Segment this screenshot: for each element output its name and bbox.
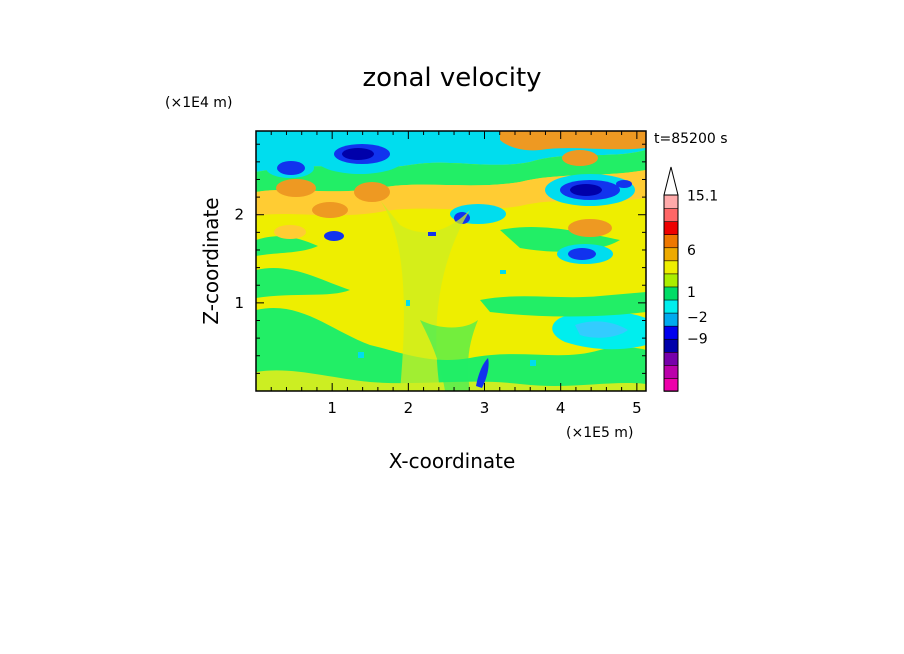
y-tick-label: 2 (234, 206, 244, 224)
contour-streak-green-mid-4 (256, 236, 318, 256)
x-axis-label: X-coordinate (389, 449, 516, 473)
time-label: t=85200 s (654, 131, 728, 147)
contour-band-orange-upper (256, 170, 646, 216)
contour-field (256, 131, 646, 391)
colorbar-label: 15.1 (687, 189, 718, 205)
colorbar-frame (663, 194, 679, 392)
x-tick-label: 1 (327, 399, 337, 417)
contour-cell-blue-2 (277, 161, 305, 175)
plot-frame (255, 130, 647, 392)
colorbar-label: 1 (687, 285, 696, 301)
x-unit-label: (×1E5 m) (566, 425, 633, 441)
colorbar-label: −2 (687, 310, 708, 326)
contour-cell-orange-6 (274, 225, 306, 239)
y-axis-ticks: 12 (234, 143, 646, 374)
colorbar-level (663, 351, 679, 366)
colorbar-level (663, 299, 679, 314)
colorbar-extend-arrow (663, 166, 679, 196)
contour-wedge-lightgreen (380, 200, 470, 391)
contour-speck-4 (530, 360, 536, 366)
colorbar-level (663, 377, 679, 392)
colorbar-level (663, 207, 679, 222)
chart-title: zonal velocity (362, 63, 541, 93)
contour-cell-deepblue-1 (342, 148, 374, 160)
colorbar (663, 166, 679, 392)
colorbar-label: 6 (687, 243, 696, 259)
x-tick-label: 2 (404, 399, 414, 417)
contour-speck-2 (406, 300, 410, 306)
contour-cell-orange-4 (568, 219, 612, 237)
contour-streak-green-mid-3 (480, 292, 646, 317)
colorbar-labels: 15.1 6 1 −2 −9 (687, 189, 718, 348)
contour-cell-orange-5 (562, 150, 598, 166)
colorbar-level (663, 233, 679, 249)
colorbar-level (663, 338, 679, 353)
colorbar-label: −9 (687, 331, 708, 347)
contour-cell-blue-5 (324, 231, 344, 241)
x-tick-label: 5 (632, 399, 642, 417)
contour-cell-orange-1 (276, 179, 316, 197)
x-axis-ticks: 1 2 3 4 5 (270, 131, 642, 417)
contour-cell-orange-2 (354, 182, 390, 202)
contour-speck-3 (500, 270, 506, 274)
x-tick-label: 4 (556, 399, 566, 417)
contour-band-yellow-bottom (256, 370, 646, 391)
y-axis-label: Z-coordinate (199, 197, 223, 324)
colorbar-level (663, 260, 679, 275)
contour-patch-lightcyan-lower (575, 321, 628, 338)
contour-cell-orange-3 (312, 202, 348, 218)
contour-band-green-lower (256, 308, 646, 391)
contour-streak-green-mid-1 (256, 268, 350, 298)
colorbar-level (663, 286, 679, 301)
contour-cell-blue-7 (616, 180, 632, 188)
colorbar-level (663, 273, 679, 288)
contour-wedge-green-center (420, 320, 478, 391)
y-tick-label: 1 (234, 294, 244, 312)
contour-speck-1 (358, 352, 364, 358)
y-unit-label: (×1E4 m) (165, 95, 232, 111)
colorbar-level (663, 325, 679, 340)
colorbar-level (663, 194, 679, 209)
contour-cell-blue-4 (568, 248, 596, 260)
contour-band-orange-top-right (500, 131, 646, 151)
contour-speck-5 (428, 232, 436, 236)
contour-cell-deepblue-2 (570, 184, 602, 196)
colorbar-level (663, 220, 679, 235)
contour-band-green-top (256, 150, 646, 192)
x-tick-label: 3 (480, 399, 490, 417)
colorbar-level (663, 364, 679, 379)
contour-cell-blue-8 (476, 358, 489, 388)
colorbar-level (663, 312, 679, 327)
colorbar-level (663, 246, 679, 262)
